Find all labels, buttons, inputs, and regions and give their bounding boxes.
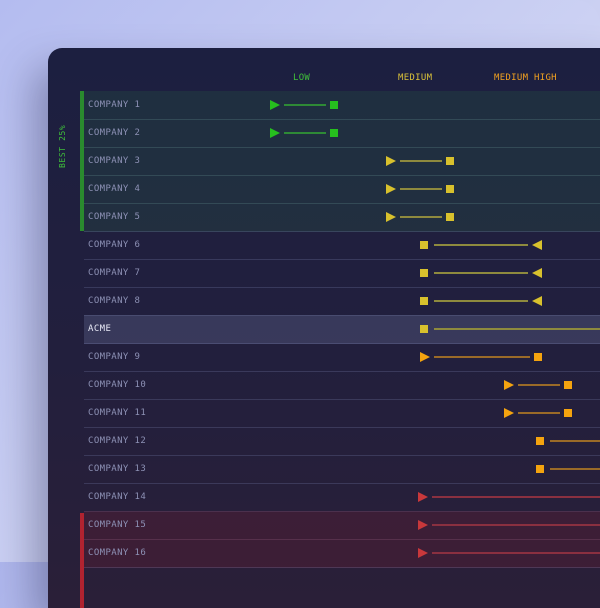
column-header-medium: MEDIUM (398, 73, 433, 83)
row-label: COMPANY 15 (88, 520, 147, 530)
start-arrow-icon (504, 380, 514, 390)
end-square-icon (446, 213, 454, 221)
table-row[interactable]: COMPANY 6 (84, 231, 600, 260)
start-arrow-icon (504, 408, 514, 418)
start-arrow-icon (386, 212, 396, 222)
range-line (434, 244, 528, 246)
start-square-icon (420, 241, 428, 249)
end-square-icon (446, 157, 454, 165)
row-label: COMPANY 2 (88, 128, 141, 138)
range-line (432, 496, 600, 498)
end-arrow-icon (532, 296, 542, 306)
range-line (518, 412, 560, 414)
row-label: COMPANY 8 (88, 296, 141, 306)
worst-group-bar (80, 513, 84, 608)
start-square-icon (536, 465, 544, 473)
table-row[interactable]: COMPANY 15 (84, 511, 600, 540)
row-label: COMPANY 9 (88, 352, 141, 362)
range-line (518, 384, 560, 386)
range-line (434, 356, 530, 358)
best-group-bar (80, 91, 84, 231)
row-label: COMPANY 11 (88, 408, 147, 418)
row-label: COMPANY 12 (88, 436, 147, 446)
start-square-icon (420, 269, 428, 277)
start-square-icon (420, 325, 428, 333)
start-arrow-icon (418, 520, 428, 530)
start-arrow-icon (386, 184, 396, 194)
table-row[interactable]: COMPANY 4 (84, 175, 600, 204)
table-row[interactable]: COMPANY 5 (84, 203, 600, 232)
table-row[interactable]: COMPANY 16 (84, 539, 600, 568)
row-label: COMPANY 10 (88, 380, 147, 390)
row-label: COMPANY 13 (88, 464, 147, 474)
table-row[interactable]: COMPANY 9 (84, 343, 600, 372)
row-label: COMPANY 4 (88, 184, 141, 194)
range-line (434, 272, 528, 274)
table-row[interactable]: COMPANY 12 (84, 427, 600, 456)
table-row[interactable]: COMPANY 10 (84, 371, 600, 400)
range-line (550, 440, 600, 442)
end-square-icon (564, 409, 572, 417)
row-label: COMPANY 14 (88, 492, 147, 502)
end-arrow-icon (532, 240, 542, 250)
range-line (400, 160, 442, 162)
row-label: COMPANY 1 (88, 100, 141, 110)
best-group-label: BEST 25% (58, 124, 67, 168)
start-arrow-icon (418, 548, 428, 558)
ranking-panel: LOW MEDIUM MEDIUM HIGH BEST 25% COMPANY … (48, 48, 600, 608)
end-square-icon (534, 353, 542, 361)
end-square-icon (446, 185, 454, 193)
start-arrow-icon (386, 156, 396, 166)
start-arrow-icon (420, 352, 430, 362)
range-line (550, 468, 600, 470)
start-square-icon (536, 437, 544, 445)
row-label: COMPANY 16 (88, 548, 147, 558)
range-line (434, 328, 600, 330)
start-arrow-icon (270, 100, 280, 110)
table-row-acme[interactable]: ACME (84, 315, 600, 344)
range-line (432, 552, 600, 554)
row-label: COMPANY 3 (88, 156, 141, 166)
table-row[interactable]: COMPANY 8 (84, 287, 600, 316)
table-row[interactable]: COMPANY 2 (84, 119, 600, 148)
table-row[interactable]: COMPANY 3 (84, 147, 600, 176)
table-row[interactable]: COMPANY 14 (84, 483, 600, 512)
range-line (400, 188, 442, 190)
range-line (400, 216, 442, 218)
row-label: COMPANY 5 (88, 212, 141, 222)
start-arrow-icon (418, 492, 428, 502)
range-line (432, 524, 600, 526)
row-label: COMPANY 7 (88, 268, 141, 278)
table-row[interactable]: COMPANY 7 (84, 259, 600, 288)
end-square-icon (330, 101, 338, 109)
table-row[interactable]: COMPANY 11 (84, 399, 600, 428)
start-arrow-icon (270, 128, 280, 138)
table-row[interactable]: COMPANY 1 (84, 91, 600, 120)
table-row[interactable]: COMPANY 13 (84, 455, 600, 484)
column-header-medium-high: MEDIUM HIGH (494, 73, 557, 83)
end-square-icon (564, 381, 572, 389)
range-line (284, 104, 326, 106)
end-arrow-icon (532, 268, 542, 278)
range-line (284, 132, 326, 134)
row-label: COMPANY 6 (88, 240, 141, 250)
row-label: ACME (88, 324, 112, 334)
column-header-low: LOW (293, 73, 311, 83)
start-square-icon (420, 297, 428, 305)
end-square-icon (330, 129, 338, 137)
range-line (434, 300, 528, 302)
